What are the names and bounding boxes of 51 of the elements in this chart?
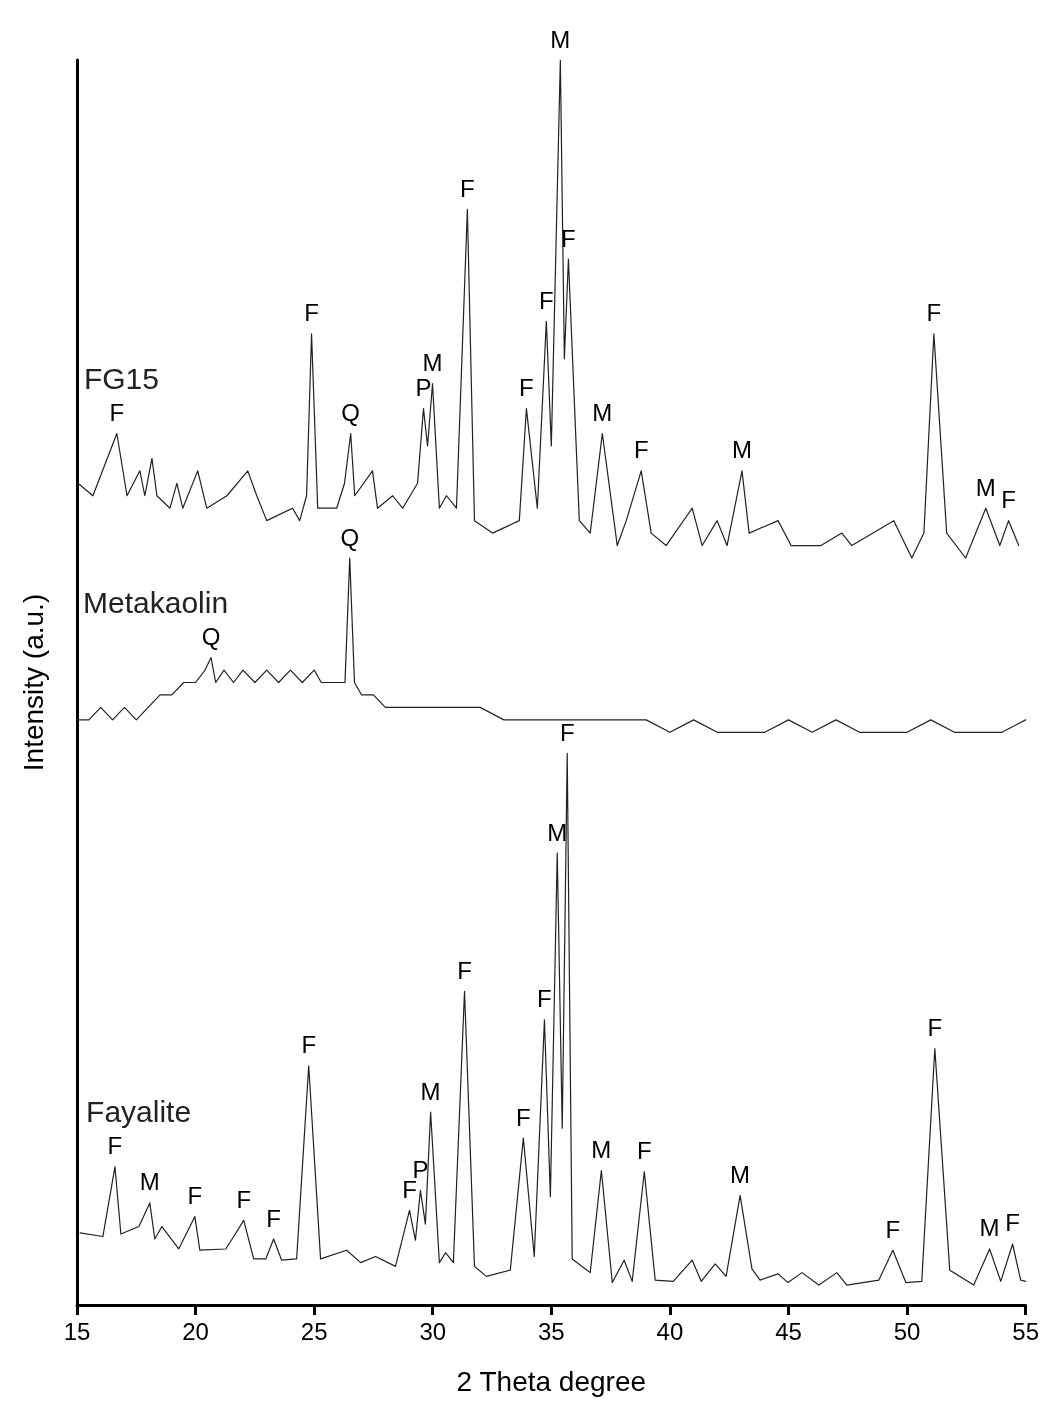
annotation: F [537, 985, 552, 1013]
annotation: M [591, 1136, 612, 1164]
x-tick-label: 30 [419, 1317, 447, 1345]
annotation: Q [201, 623, 221, 651]
x-tick-label: 55 [1012, 1317, 1039, 1345]
annotation: M [550, 25, 571, 53]
annotation: F [457, 956, 472, 984]
annotation: F [519, 374, 534, 402]
annotation: F [927, 1014, 943, 1042]
annotation: F [236, 1185, 252, 1213]
annotation: F [885, 1215, 901, 1243]
x-axis-title: 2 Theta degree [456, 1365, 647, 1397]
x-tick-label: 15 [63, 1317, 91, 1345]
annotation: M [730, 1160, 751, 1188]
annotation: F [633, 436, 649, 464]
annotation: F [559, 718, 575, 746]
y-axis-title: Intensity (a.u.) [17, 593, 49, 772]
annotation: F [1001, 486, 1016, 514]
annotation: F [107, 1132, 123, 1160]
annotation: M [975, 473, 996, 501]
annotation: F [636, 1137, 652, 1165]
annotation: Q [341, 399, 361, 426]
annotation: Q [340, 523, 360, 551]
annotation: P [415, 374, 432, 402]
series-label: Metakaolin [83, 586, 229, 620]
x-tick-label: 25 [300, 1317, 328, 1345]
series-label: Fayalite [86, 1095, 192, 1129]
annotation: M [422, 349, 443, 377]
annotation: M [592, 399, 613, 426]
x-tick-label: 40 [656, 1317, 684, 1345]
annotation: M [420, 1077, 441, 1105]
annotation: F [187, 1182, 203, 1210]
annotation: F [304, 299, 319, 327]
annotation: F [301, 1031, 317, 1059]
annotation: F [561, 224, 576, 252]
annotation: M [979, 1214, 1000, 1242]
annotation: F [266, 1204, 281, 1232]
annotation: F [516, 1103, 531, 1131]
annotation: M [732, 436, 753, 464]
x-tick-label: 45 [775, 1317, 802, 1345]
annotation: F [109, 399, 125, 426]
x-tick-label: 35 [537, 1317, 565, 1345]
annotation: F [539, 286, 554, 314]
annotation: M [139, 1168, 160, 1196]
annotation: F [926, 299, 942, 327]
annotation: F [460, 174, 475, 202]
annotation: M [547, 818, 568, 846]
annotation: F [1005, 1209, 1020, 1237]
x-tick-label: 20 [182, 1317, 209, 1345]
x-tick-label: 50 [893, 1317, 921, 1345]
series-label: FG15 [83, 362, 159, 395]
